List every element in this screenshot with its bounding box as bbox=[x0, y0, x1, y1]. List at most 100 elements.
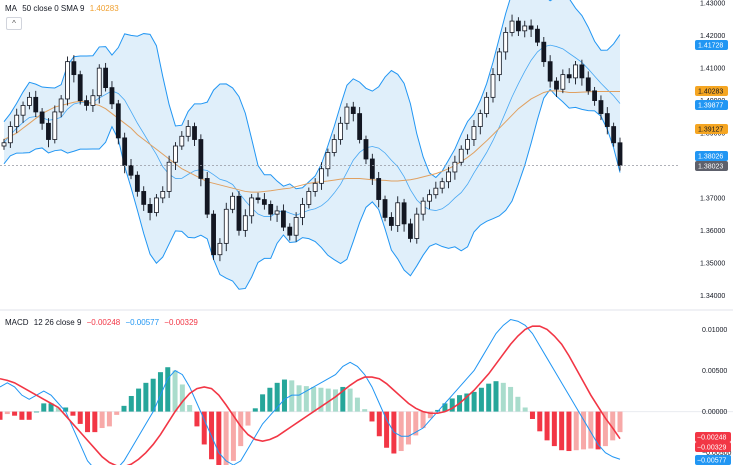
price-tag-label: 1.38026 bbox=[698, 154, 723, 161]
macd-histogram-bar bbox=[223, 411, 229, 465]
price-tag-label: 1.38023 bbox=[698, 164, 723, 171]
candle-up bbox=[230, 195, 236, 210]
candle-down bbox=[128, 165, 134, 176]
ma-legend-params: 50 close 0 SMA 9 bbox=[22, 4, 85, 13]
macd-histogram-bar bbox=[99, 411, 105, 429]
macd-legend-histogram-value: −0.00248 bbox=[86, 318, 121, 327]
ma-legend-name: MA bbox=[5, 4, 17, 13]
macd-tag-label: −0.00329 bbox=[697, 445, 726, 452]
candle-down bbox=[515, 20, 521, 32]
macd-axis-tick: −0.00500 bbox=[702, 450, 731, 457]
candle-down bbox=[376, 178, 382, 200]
macd-histogram-bar bbox=[384, 411, 390, 448]
macd-histogram-bar bbox=[303, 386, 309, 412]
macd-histogram-bar bbox=[566, 411, 572, 452]
candle-up bbox=[1, 142, 7, 147]
candle-up bbox=[319, 168, 324, 184]
macd-histogram-bar bbox=[471, 391, 477, 412]
macd-histogram-bar bbox=[559, 411, 565, 451]
macd-histogram-bar bbox=[92, 411, 98, 433]
candle-up bbox=[173, 145, 178, 163]
candle-up bbox=[7, 126, 13, 144]
candle-up bbox=[395, 202, 401, 226]
macd-histogram-bar bbox=[33, 411, 39, 413]
candle-up bbox=[325, 152, 331, 170]
candle-down bbox=[115, 103, 121, 139]
macd-histogram-bar bbox=[296, 385, 302, 412]
macd-histogram-bar bbox=[318, 387, 324, 412]
macd-axis-tick: 0.01000 bbox=[702, 327, 727, 334]
candle-down bbox=[198, 139, 204, 179]
price-tag-label: 1.39877 bbox=[698, 103, 723, 110]
candle-up bbox=[433, 187, 439, 196]
macd-histogram-bar bbox=[121, 405, 127, 412]
candle-up bbox=[446, 171, 451, 183]
candle-up bbox=[312, 182, 318, 192]
candle-down bbox=[566, 74, 572, 79]
candle-down bbox=[401, 202, 407, 225]
macd-signal-line bbox=[0, 325, 621, 465]
price-axis-tick: 1.36000 bbox=[700, 228, 725, 235]
candle-up bbox=[573, 64, 578, 79]
candle-down bbox=[408, 223, 413, 239]
macd-histogram-bar bbox=[179, 384, 185, 412]
macd-histogram-bar bbox=[508, 386, 514, 412]
macd-histogram-bar bbox=[449, 398, 455, 412]
macd-histogram-bar bbox=[311, 386, 317, 412]
candle-up bbox=[306, 191, 312, 205]
macd-histogram-bar bbox=[143, 382, 149, 412]
macd-histogram-bar bbox=[252, 408, 258, 412]
candle-down bbox=[84, 100, 89, 106]
macd-legend-macd-value: −0.00577 bbox=[125, 318, 160, 327]
macd-histogram-bar bbox=[515, 396, 521, 412]
macd-histogram-bar bbox=[551, 411, 557, 447]
price-tag bbox=[695, 124, 728, 134]
macd-histogram-bar bbox=[420, 411, 426, 429]
candle-up bbox=[27, 96, 32, 106]
collapse-legend-button[interactable]: ^ bbox=[6, 17, 22, 30]
candle-down bbox=[350, 106, 356, 114]
bollinger-lower-line bbox=[3, 88, 621, 290]
price-axis-tick: 1.35000 bbox=[700, 260, 725, 267]
candle-down bbox=[261, 199, 267, 205]
macd-histogram-bar bbox=[362, 409, 368, 412]
macd-histogram-bar bbox=[187, 405, 193, 412]
candle-down bbox=[382, 199, 388, 218]
price-tag-label: 1.40283 bbox=[698, 89, 723, 96]
candle-up bbox=[300, 204, 305, 218]
macd-legend: MACD 12 26 close 9 −0.00248 −0.00577 −0.… bbox=[5, 318, 201, 327]
macd-line bbox=[0, 319, 621, 465]
candle-up bbox=[154, 197, 159, 213]
macd-histogram-bar bbox=[4, 411, 10, 415]
price-tag bbox=[695, 86, 728, 96]
candle-up bbox=[185, 126, 191, 137]
macd-histogram-bar bbox=[85, 411, 91, 433]
bollinger-upper-line bbox=[3, 0, 621, 190]
macd-histogram-bar bbox=[267, 387, 273, 412]
macd-histogram-bar bbox=[573, 411, 579, 451]
macd-histogram-bar bbox=[340, 386, 346, 412]
candle-down bbox=[71, 61, 77, 76]
candle-down bbox=[369, 158, 375, 179]
candle-up bbox=[179, 135, 185, 147]
candle-up bbox=[217, 242, 223, 256]
candle-up bbox=[477, 113, 483, 127]
macd-histogram-bar bbox=[522, 407, 528, 412]
macd-histogram-bar bbox=[347, 388, 353, 412]
candle-up bbox=[52, 111, 58, 140]
macd-histogram-bar bbox=[398, 411, 404, 452]
macd-histogram-bar bbox=[537, 411, 543, 432]
macd-histogram-bar bbox=[464, 393, 470, 412]
macd-histogram-bar bbox=[106, 411, 112, 427]
macd-histogram-bar bbox=[245, 411, 251, 426]
candle-up bbox=[484, 96, 490, 114]
macd-histogram-bar bbox=[369, 411, 375, 422]
candle-up bbox=[58, 98, 64, 113]
candle-up bbox=[560, 74, 566, 90]
macd-histogram-bar bbox=[55, 407, 61, 412]
macd-histogram-bar bbox=[595, 411, 601, 450]
ma-legend-value: 1.40283 bbox=[89, 4, 119, 13]
candle-down bbox=[147, 204, 153, 213]
candle-down bbox=[617, 142, 623, 166]
